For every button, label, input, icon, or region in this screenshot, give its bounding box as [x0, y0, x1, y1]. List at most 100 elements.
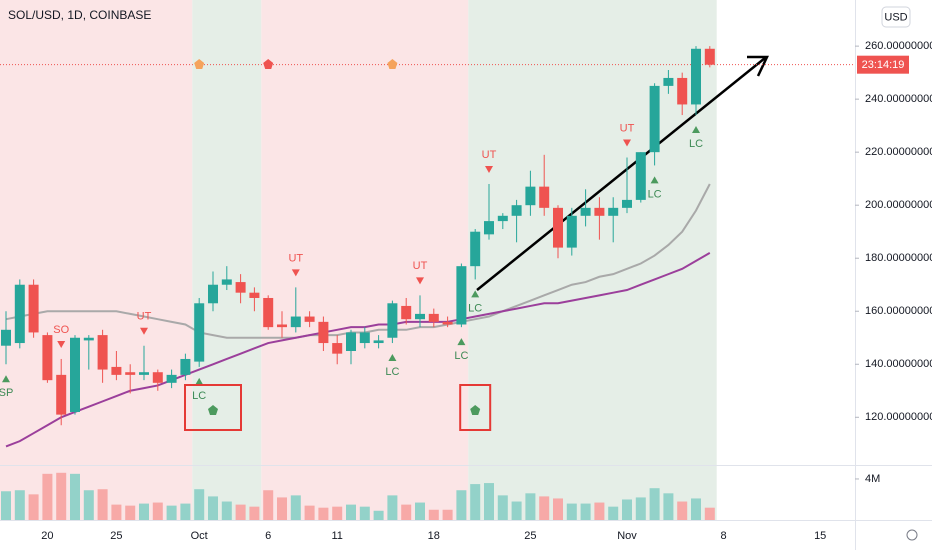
y-tick-label: 120.00000000	[865, 411, 932, 423]
signal-label: LC	[689, 138, 703, 150]
volume-bar	[456, 490, 467, 520]
candle-body	[180, 358, 191, 375]
currency-button[interactable]	[881, 6, 911, 28]
zone	[261, 0, 469, 465]
volume-bar	[539, 496, 550, 520]
y-tick-label: 180.00000000	[865, 252, 932, 264]
candle-body	[677, 77, 688, 105]
moving-average	[5, 252, 711, 448]
candle-body	[125, 372, 136, 375]
signal-arrow	[140, 327, 148, 335]
candle-body	[28, 284, 39, 333]
volume-bar	[290, 495, 301, 520]
y-tick-label: 240.00000000	[865, 93, 932, 105]
volume-bar	[42, 473, 53, 520]
volume-bar	[691, 498, 701, 520]
candle-body	[387, 303, 398, 338]
trend-arrow-head	[747, 55, 769, 77]
signal-label: LC	[192, 390, 206, 402]
candle-body	[249, 292, 260, 298]
signal-arrow	[485, 165, 493, 173]
volume-bar	[125, 505, 136, 520]
candle-body	[649, 85, 660, 153]
volume-bar	[428, 509, 439, 520]
x-tick-label: Nov	[617, 530, 637, 542]
candle-body	[428, 313, 439, 322]
volume-bar	[304, 505, 315, 520]
currency-label[interactable]: USD	[884, 11, 907, 23]
x-tick-label: 18	[428, 530, 440, 542]
signal-arrow	[623, 139, 631, 147]
candle-body	[290, 316, 301, 328]
candle-body	[373, 340, 384, 344]
candle-body	[139, 372, 149, 375]
boxed-marker	[208, 405, 218, 415]
candle-body	[97, 335, 108, 370]
candle-body	[580, 207, 591, 216]
x-tick-label: 11	[331, 530, 342, 542]
y-tick-label: 140.00000000	[865, 358, 932, 370]
top-marker	[387, 59, 398, 69]
candle-body	[56, 374, 67, 415]
volume-bar	[70, 473, 80, 520]
volume-bar	[318, 507, 329, 520]
volume-bar	[208, 496, 218, 520]
zone	[0, 0, 193, 465]
volume-bar	[635, 497, 646, 520]
candle-body	[14, 284, 25, 344]
x-tick-label: 25	[110, 530, 122, 542]
volume-bar	[152, 502, 163, 520]
candle-body	[83, 337, 94, 341]
candle-body	[152, 372, 163, 383]
signal-arrow	[457, 338, 466, 346]
volume-bar	[83, 490, 94, 520]
y-tick-label: 220.00000000	[865, 146, 932, 158]
volume-bar	[470, 484, 481, 520]
candle-body	[1, 329, 11, 346]
candle-body	[194, 303, 205, 362]
candle-body	[470, 231, 481, 267]
x-tick-label: 25	[524, 530, 536, 542]
candle-body	[553, 207, 563, 248]
volume-bar	[622, 499, 632, 520]
signal-label: UT	[288, 252, 303, 264]
zone	[192, 0, 262, 465]
candle-body	[484, 221, 494, 235]
volume-bar	[221, 501, 232, 520]
moving-average	[5, 183, 711, 339]
candle-body	[442, 321, 453, 325]
settings-icon[interactable]	[906, 529, 918, 541]
volume-bar	[28, 494, 39, 520]
volume-bar	[332, 506, 343, 520]
volume-bar	[235, 504, 246, 520]
signal-label: SP	[0, 387, 13, 399]
candle-body	[691, 48, 701, 105]
candle-body	[566, 215, 577, 248]
volume-bar	[180, 503, 191, 520]
y-tick-label: 260.00000000	[865, 40, 932, 52]
volume-bar	[263, 490, 274, 520]
signal-arrow	[471, 290, 480, 298]
volume-bar	[387, 495, 398, 520]
candle-body	[332, 343, 343, 354]
candle-body	[304, 316, 315, 322]
chart-title: SOL/USD, 1D, COINBASE	[8, 8, 151, 22]
candle-body	[359, 332, 370, 344]
volume-bar	[401, 504, 412, 520]
volume-bar	[704, 507, 715, 520]
signal-arrow	[692, 126, 700, 134]
y-tick-label: 200.00000000	[865, 199, 932, 211]
signal-label: UT	[620, 122, 635, 134]
volume-bar	[1, 491, 11, 520]
volume-bar	[359, 506, 370, 520]
candle-body	[511, 205, 522, 216]
candle-body	[111, 366, 122, 375]
volume-bar	[139, 503, 149, 520]
candle-body	[318, 321, 329, 344]
signal-arrow	[416, 277, 424, 285]
signal-label: LC	[468, 302, 482, 314]
volume-bar	[111, 504, 122, 520]
candle-body	[235, 282, 246, 293]
volume-bar	[442, 509, 453, 520]
signal-label: LC	[454, 350, 468, 362]
